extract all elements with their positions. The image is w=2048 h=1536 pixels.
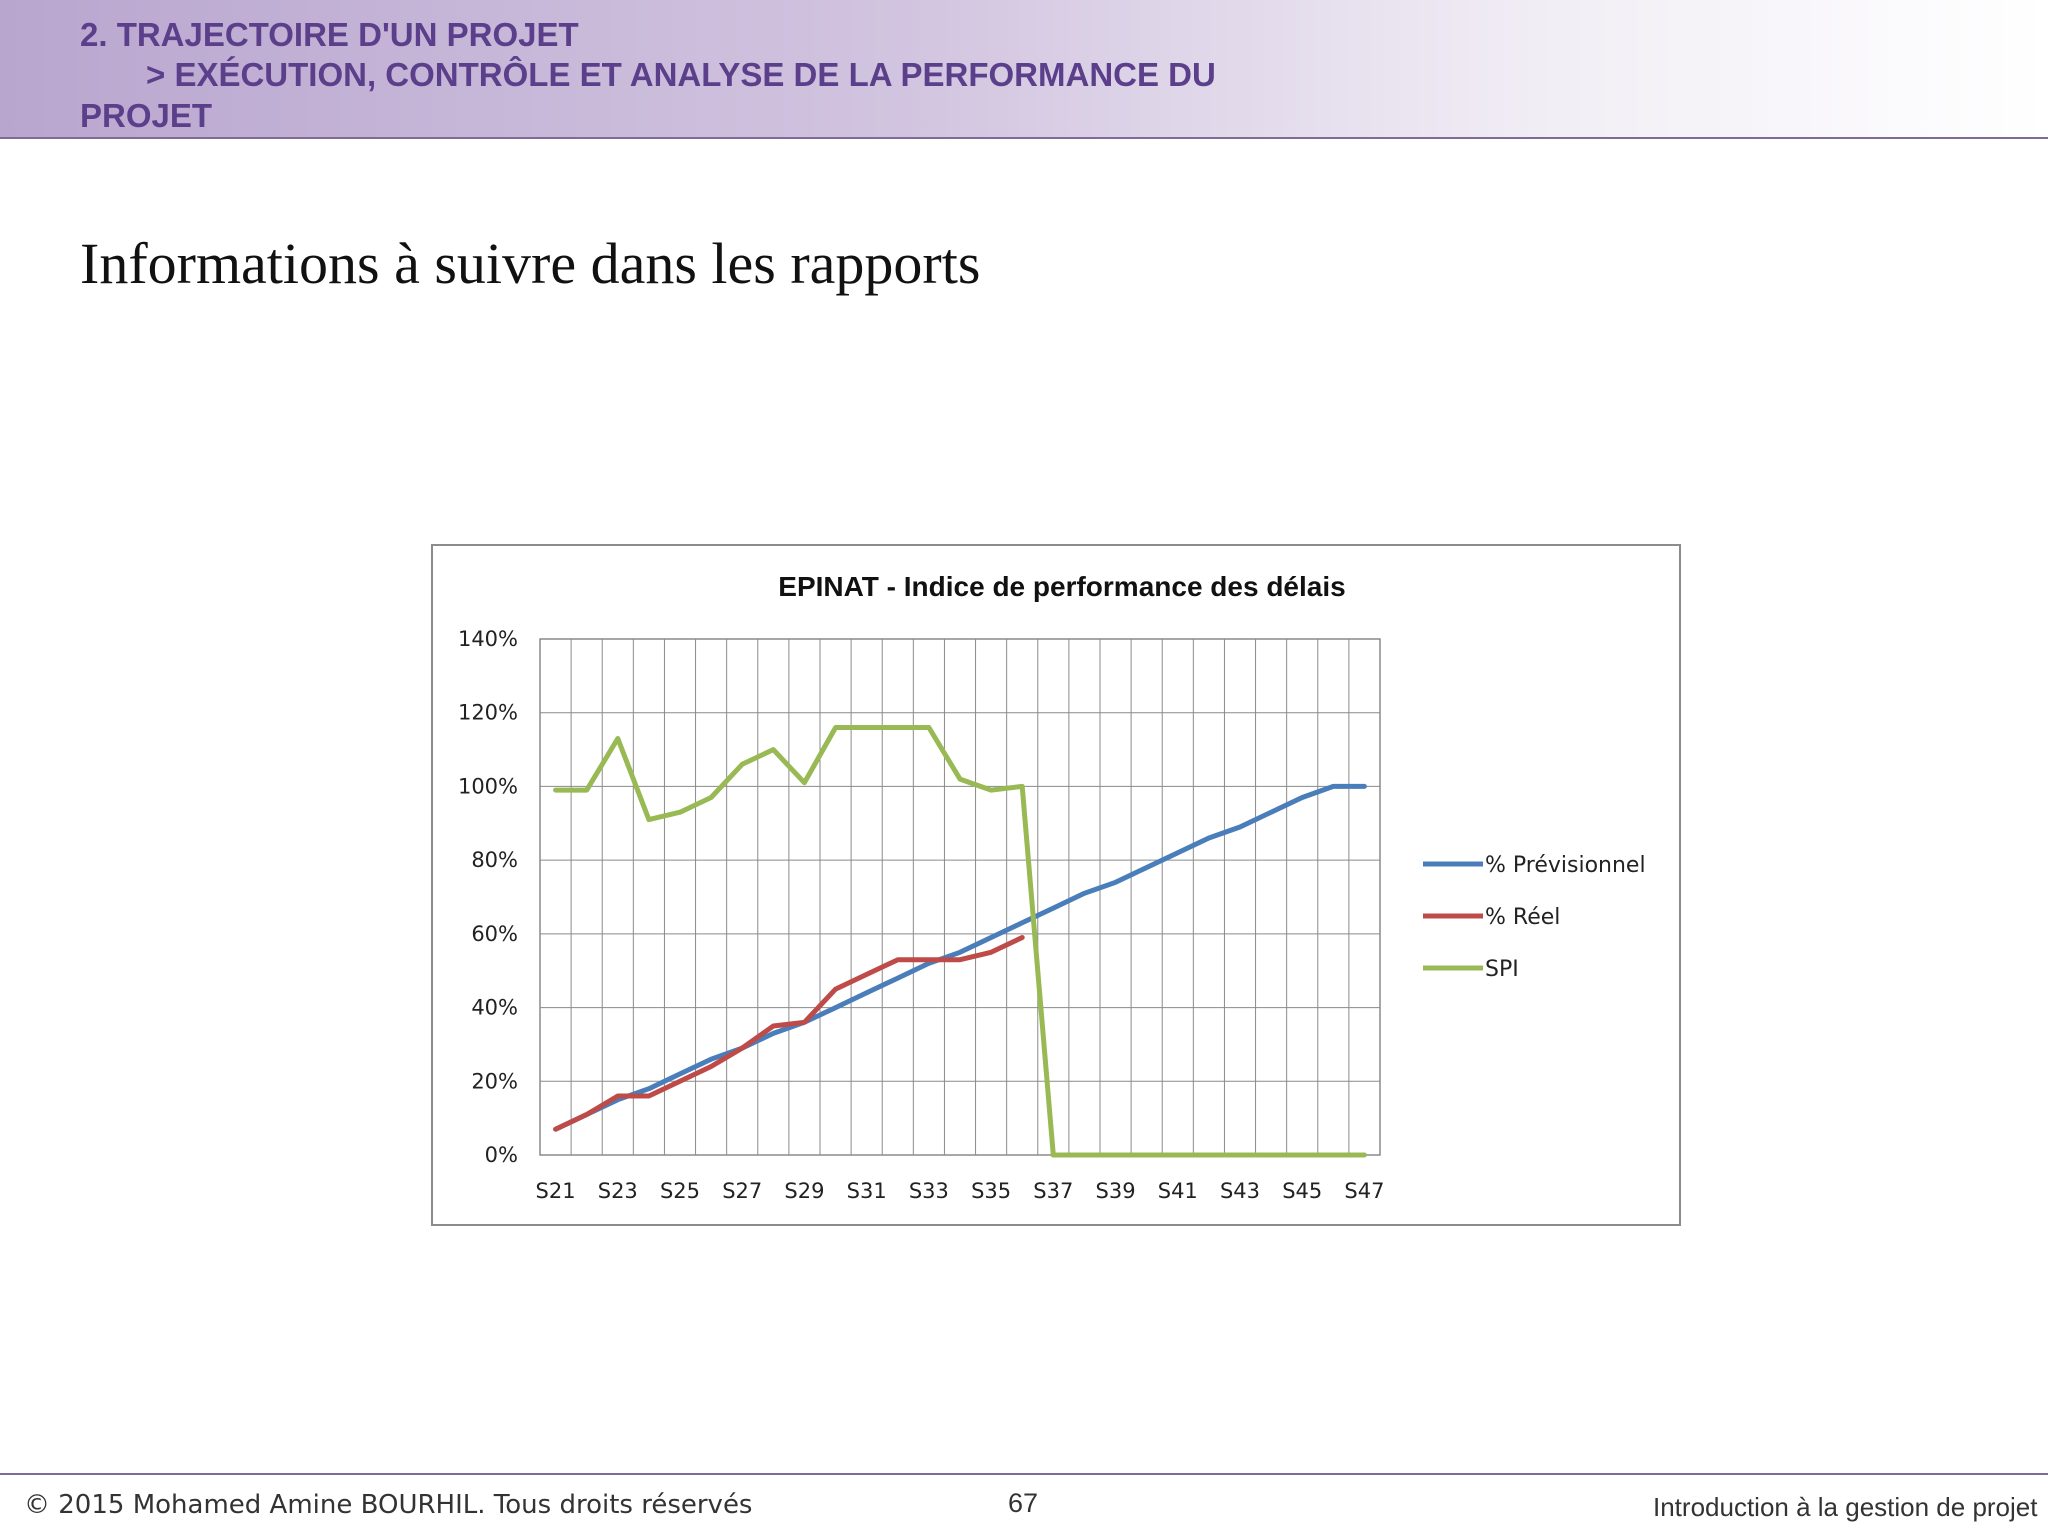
x-tick-label: S45 [1282, 1179, 1322, 1203]
footer-divider [0, 1473, 2048, 1475]
x-tick-label: S29 [784, 1179, 824, 1203]
x-tick-label: S33 [909, 1179, 949, 1203]
y-tick-label: 120% [458, 701, 518, 725]
y-tick-label: 100% [458, 774, 518, 798]
legend-label: % Réel [1485, 905, 1560, 930]
y-tick-label: 80% [471, 848, 518, 872]
series-line [553, 783, 1367, 1132]
footer-copyright: © 2015 Mohamed Amine BOURHIL. Tous droit… [24, 1490, 753, 1520]
x-tick-label: S47 [1344, 1179, 1384, 1203]
x-tick-label: S39 [1096, 1179, 1136, 1203]
series-line [553, 935, 1025, 1132]
x-tick-label: S21 [536, 1179, 576, 1203]
x-tick-label: S23 [598, 1179, 638, 1203]
x-axis-ticks: S21 S23 S25 S27 S29 S31 S33 S35 S37 S39 S41 S43 S45 S… [536, 1179, 1385, 1203]
y-tick-label: 60% [471, 922, 518, 946]
header-line-1: 2. TRAJECTOIRE D'UN PROJET [80, 16, 579, 53]
x-tick-label: S41 [1158, 1179, 1198, 1203]
y-tick-label: 140% [458, 627, 518, 651]
chart-title: EPINAT - Indice de performance des délai… [778, 571, 1345, 602]
y-tick-label: 20% [471, 1069, 518, 1093]
chart-svg: EPINAT - Indice de performance des délai… [458, 571, 1646, 1203]
x-tick-label: S35 [971, 1179, 1011, 1203]
chart-frame: EPINAT - Indice de performance des délai… [431, 544, 1681, 1226]
x-tick-label: S31 [847, 1179, 887, 1203]
header-line-3: PROJET [80, 97, 213, 134]
y-tick-label: 0% [485, 1143, 518, 1167]
page-number: 67 [1008, 1488, 1039, 1518]
x-tick-label: S25 [660, 1179, 700, 1203]
chart-series-lines [553, 725, 1367, 1158]
header-line-2: > EXÉCUTION, CONTRÔLE ET ANALYSE DE LA P… [146, 56, 1216, 93]
x-tick-label: S27 [722, 1179, 762, 1203]
slide-header: 2. TRAJECTOIRE D'UN PROJET > EXÉCUTION, … [0, 0, 2048, 139]
legend-label: SPI [1485, 957, 1519, 982]
series-line [553, 725, 1367, 1158]
plot-area-border [539, 638, 1381, 1156]
legend-label: % Prévisionnel [1485, 853, 1646, 878]
y-axis-ticks: 0% 20% 40% 60% 80% 100% 120% 140% [458, 627, 518, 1167]
chart-grid [539, 638, 1381, 1156]
x-tick-label: S37 [1033, 1179, 1073, 1203]
y-tick-label: 40% [471, 996, 518, 1020]
footer-course: Introduction à la gestion de projet [1653, 1492, 2038, 1522]
slide-title: Informations à suivre dans les rapports [80, 231, 981, 296]
chart-legend: % Prévisionnel % Réel SPI [1423, 853, 1646, 982]
x-tick-label: S43 [1220, 1179, 1260, 1203]
